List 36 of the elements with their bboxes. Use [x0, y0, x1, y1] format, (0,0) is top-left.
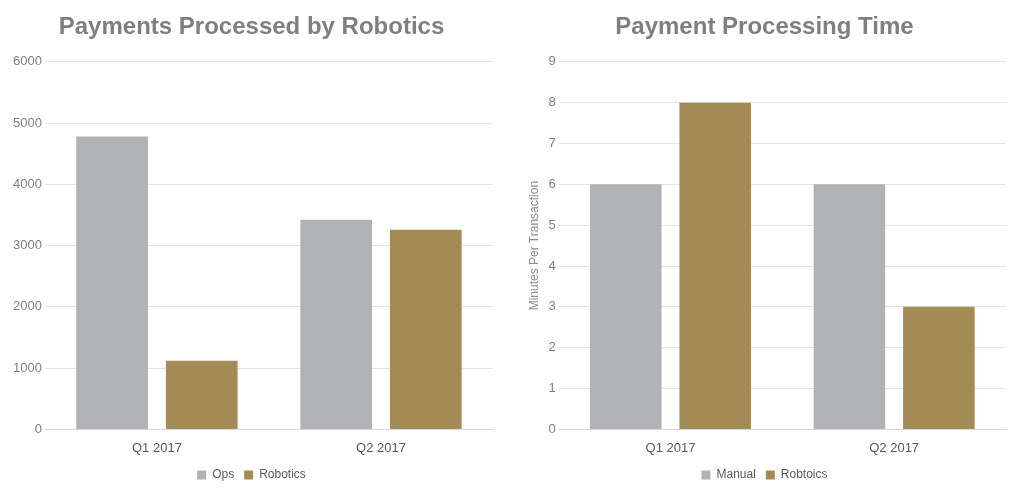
y-tick-label: 1000 — [13, 359, 42, 375]
y-tick-label: 2 — [548, 339, 556, 355]
legend-label: Robtoics — [780, 467, 828, 482]
y-tick-label: 3000 — [13, 237, 42, 253]
x-tick-label: Q1 2017 — [132, 439, 182, 455]
legend-label: Manual — [716, 467, 756, 482]
chart-title: Payments Processed by Robotics — [58, 12, 445, 40]
y-tick-label: 8 — [548, 94, 556, 110]
y-tick-label: 0 — [548, 420, 556, 436]
bar — [389, 229, 462, 429]
y-axis-title: Minutes Per Transaction — [526, 180, 541, 311]
y-tick-label: 6000 — [13, 53, 42, 69]
bar — [813, 184, 886, 429]
y-tick-label: 6 — [548, 175, 556, 191]
y-tick-label: 9 — [548, 53, 556, 69]
bar — [300, 219, 373, 429]
legend-label: Robotics — [259, 467, 306, 482]
chart-title: Payment Processing Time — [615, 12, 914, 40]
y-tick-label: 0 — [34, 420, 42, 436]
bar — [76, 136, 148, 429]
x-tick-label: Q2 2017 — [356, 439, 406, 455]
y-tick-label: 3 — [548, 298, 556, 314]
bar — [165, 360, 238, 429]
y-tick-label: 7 — [548, 135, 556, 151]
y-tick-label: 2000 — [13, 298, 42, 314]
y-tick-label: 4000 — [13, 175, 42, 191]
y-tick-label: 5 — [548, 216, 556, 232]
x-tick-label: Q1 2017 — [645, 439, 696, 455]
y-tick-label: 4 — [548, 257, 556, 273]
x-tick-label: Q2 2017 — [869, 439, 920, 455]
bar — [589, 184, 662, 429]
legend-label: Ops — [212, 467, 235, 482]
bar — [679, 102, 751, 429]
bar — [903, 306, 975, 429]
y-tick-label: 5000 — [13, 114, 42, 130]
y-tick-label: 1 — [548, 380, 556, 396]
